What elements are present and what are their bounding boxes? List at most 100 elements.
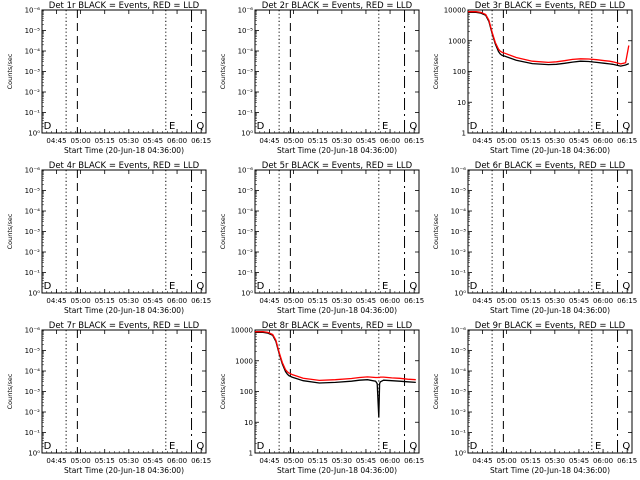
x-tick-label: 06:15 (191, 137, 211, 145)
y-tick-label: 10⁻³ (451, 228, 467, 236)
x-tick-label: 06:15 (617, 137, 637, 145)
x-tick-label: 05:00 (70, 137, 90, 145)
y-tick-label: 10⁻¹ (25, 109, 41, 117)
y-tick-label: 10⁻³ (25, 68, 41, 76)
y-axis-label: Counts/sec (6, 53, 14, 89)
panel-title: Det 5r BLACK = Events, RED = LLD (262, 161, 413, 171)
x-tick-label: 06:15 (191, 457, 211, 465)
marker-D: D (44, 121, 52, 132)
y-tick-label: 10⁻⁴ (238, 208, 254, 216)
marker-D: D (470, 121, 478, 132)
y-axis-label: Counts/sec (432, 53, 440, 89)
x-tick-label: 05:45 (569, 457, 589, 465)
y-tick-label: 100 (453, 68, 466, 76)
marker-Q: Q (196, 121, 204, 132)
x-tick-label: 05:45 (143, 137, 163, 145)
y-tick-label: 10⁻² (238, 89, 254, 97)
x-tick-label: 06:00 (380, 457, 400, 465)
y-tick-label: 10⁻⁵ (25, 187, 41, 195)
y-tick-label: 10⁻⁴ (25, 208, 41, 216)
y-tick-label: 10⁻³ (238, 68, 254, 76)
panel-det-8: Det 8r BLACK = Events, RED = LLD 1 10 100 10… (219, 321, 424, 475)
marker-E: E (382, 121, 388, 132)
y-tick-label: 10⁰ (241, 130, 253, 138)
y-tick-label: 10⁻⁵ (451, 347, 467, 355)
x-axis-label: Start Time (20-Jun-18 04:36:00) (277, 466, 397, 475)
marker-D: D (470, 281, 478, 292)
marker-E: E (169, 281, 175, 292)
y-axis-label: Counts/sec (6, 373, 14, 409)
y-tick-label: 10⁻⁶ (238, 7, 254, 15)
x-tick-label: 05:30 (119, 457, 139, 465)
x-tick-label: 05:30 (332, 297, 352, 305)
y-tick-label: 10⁰ (28, 130, 40, 138)
x-tick-label: 04:45 (46, 297, 66, 305)
marker-D: D (470, 441, 478, 452)
marker-Q: Q (622, 441, 630, 452)
panel-det-7: Det 7r BLACK = Events, RED = LLD 10⁰ 10⁻¹ 1… (6, 321, 211, 475)
y-tick-label: 10⁰ (28, 290, 40, 298)
x-tick-label: 05:45 (356, 297, 376, 305)
y-tick-label: 10⁻⁵ (25, 347, 41, 355)
x-axis-label: Start Time (20-Jun-18 04:36:00) (64, 306, 184, 315)
x-axis-label: Start Time (20-Jun-18 04:36:00) (490, 466, 610, 475)
y-tick-label: 10⁻⁵ (238, 187, 254, 195)
panel-det-6: Det 6r BLACK = Events, RED = LLD 10⁰ 10⁻¹ 1… (432, 161, 637, 315)
y-tick-label: 10 (457, 99, 466, 107)
marker-Q: Q (409, 121, 417, 132)
y-tick-label: 10⁻¹ (25, 429, 41, 437)
marker-D: D (44, 441, 52, 452)
marker-E: E (595, 121, 601, 132)
x-tick-label: 05:00 (283, 457, 303, 465)
y-tick-label: 1 (249, 450, 253, 458)
panel-title: Det 1r BLACK = Events, RED = LLD (49, 1, 200, 11)
y-tick-label: 10⁻⁴ (451, 208, 467, 216)
y-tick-label: 10⁰ (454, 290, 466, 298)
series-lld-line (468, 11, 630, 65)
x-tick-label: 06:00 (593, 297, 613, 305)
y-tick-label: 1000 (448, 37, 466, 45)
panel-title: Det 8r BLACK = Events, RED = LLD (262, 321, 413, 331)
x-tick-label: 05:30 (332, 137, 352, 145)
y-tick-label: 10⁻³ (25, 388, 41, 396)
x-tick-label: 06:15 (191, 297, 211, 305)
x-tick-label: 05:00 (496, 457, 516, 465)
x-tick-label: 06:00 (167, 297, 187, 305)
x-tick-label: 06:15 (617, 457, 637, 465)
x-tick-label: 05:15 (308, 137, 328, 145)
marker-E: E (169, 121, 175, 132)
marker-Q: Q (196, 441, 204, 452)
marker-D: D (257, 121, 265, 132)
x-tick-label: 05:00 (283, 137, 303, 145)
x-tick-label: 05:30 (119, 297, 139, 305)
x-tick-label: 05:45 (356, 457, 376, 465)
y-tick-label: 10⁻³ (451, 388, 467, 396)
marker-Q: Q (409, 441, 417, 452)
x-tick-label: 04:45 (259, 137, 279, 145)
y-tick-label: 10⁻⁴ (238, 48, 254, 56)
x-tick-label: 05:30 (545, 297, 565, 305)
x-tick-label: 04:45 (259, 297, 279, 305)
x-axis-label: Start Time (20-Jun-18 04:36:00) (64, 466, 184, 475)
panel-det-3: Det 3r BLACK = Events, RED = LLD 1 10 100 10… (432, 1, 637, 155)
x-tick-label: 05:30 (332, 457, 352, 465)
x-tick-label: 06:15 (617, 297, 637, 305)
y-tick-label: 1 (462, 130, 466, 138)
y-tick-label: 10⁻⁶ (25, 7, 41, 15)
y-tick-label: 10⁻¹ (25, 269, 41, 277)
marker-E: E (595, 281, 601, 292)
y-axis-label: Counts/sec (219, 53, 227, 89)
y-tick-label: 10⁻⁶ (451, 167, 467, 175)
y-tick-label: 10⁻⁴ (451, 368, 467, 376)
x-tick-label: 06:00 (593, 457, 613, 465)
panel-det-2: Det 2r BLACK = Events, RED = LLD 10⁰ 10⁻¹ 1… (219, 1, 424, 155)
x-tick-label: 05:15 (308, 457, 328, 465)
x-tick-label: 05:00 (496, 137, 516, 145)
y-axis-label: Counts/sec (432, 213, 440, 249)
y-tick-label: 10⁻¹ (238, 109, 254, 117)
x-tick-label: 04:45 (472, 137, 492, 145)
marker-Q: Q (622, 121, 630, 132)
x-tick-label: 05:30 (545, 457, 565, 465)
panel-title: Det 3r BLACK = Events, RED = LLD (475, 1, 626, 11)
y-tick-label: 10⁻² (25, 409, 41, 417)
